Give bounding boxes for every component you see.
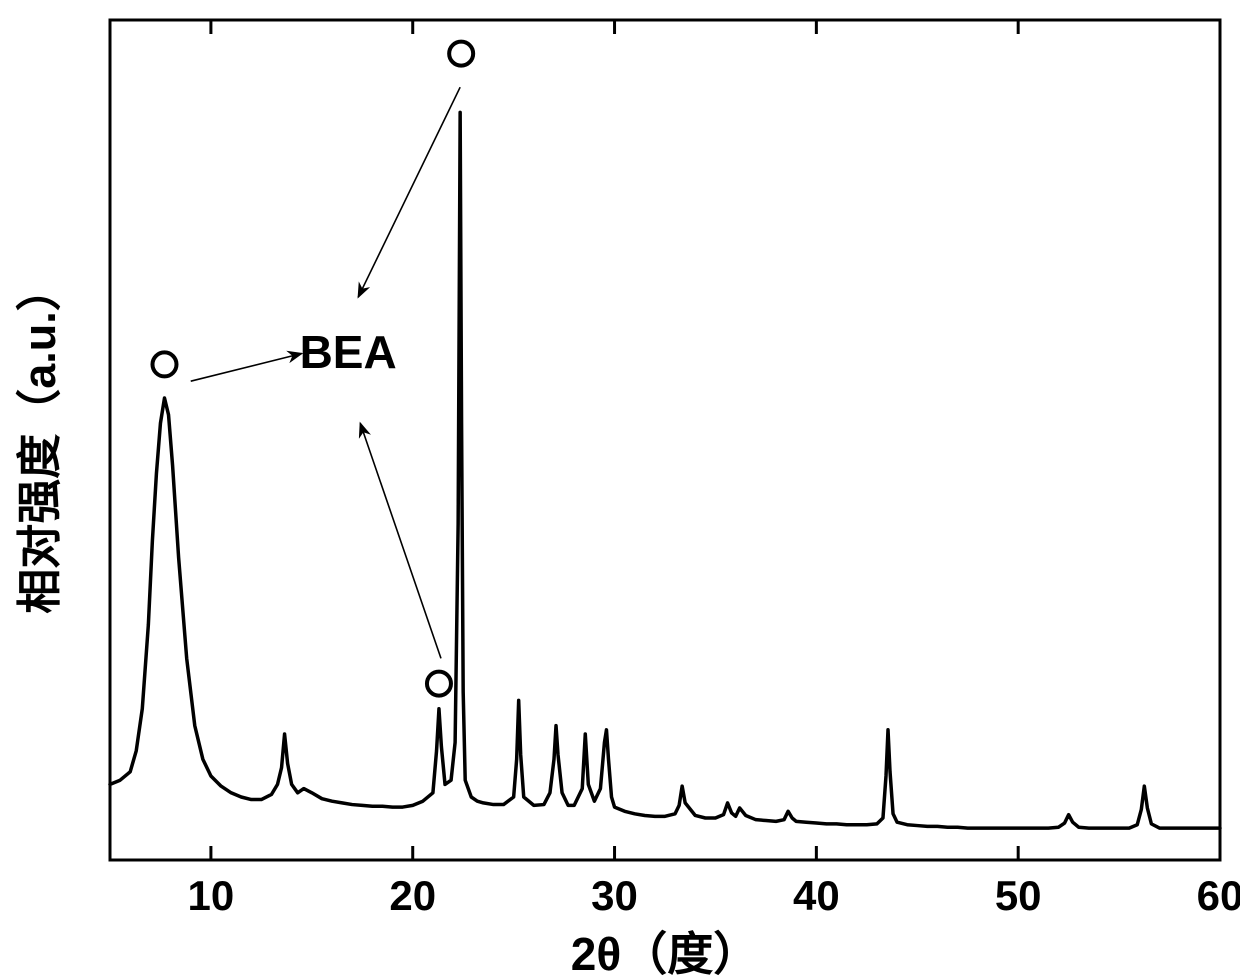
- y-axis-title: 相对强度（a.u.）: [14, 266, 65, 614]
- x-tick-label: 10: [188, 872, 235, 919]
- x-tick-label: 40: [793, 872, 840, 919]
- phase-label: BEA: [300, 326, 397, 378]
- x-tick-label: 60: [1197, 872, 1240, 919]
- x-tick-label: 30: [591, 872, 638, 919]
- xrd-chart: 10 20 30 40 50 60 BEA 2θ（度） 相对强度（a.u.）: [0, 0, 1240, 976]
- x-tick-label: 50: [995, 872, 1042, 919]
- x-tick-label: 20: [389, 872, 436, 919]
- x-axis-title: 2θ（度）: [571, 928, 759, 976]
